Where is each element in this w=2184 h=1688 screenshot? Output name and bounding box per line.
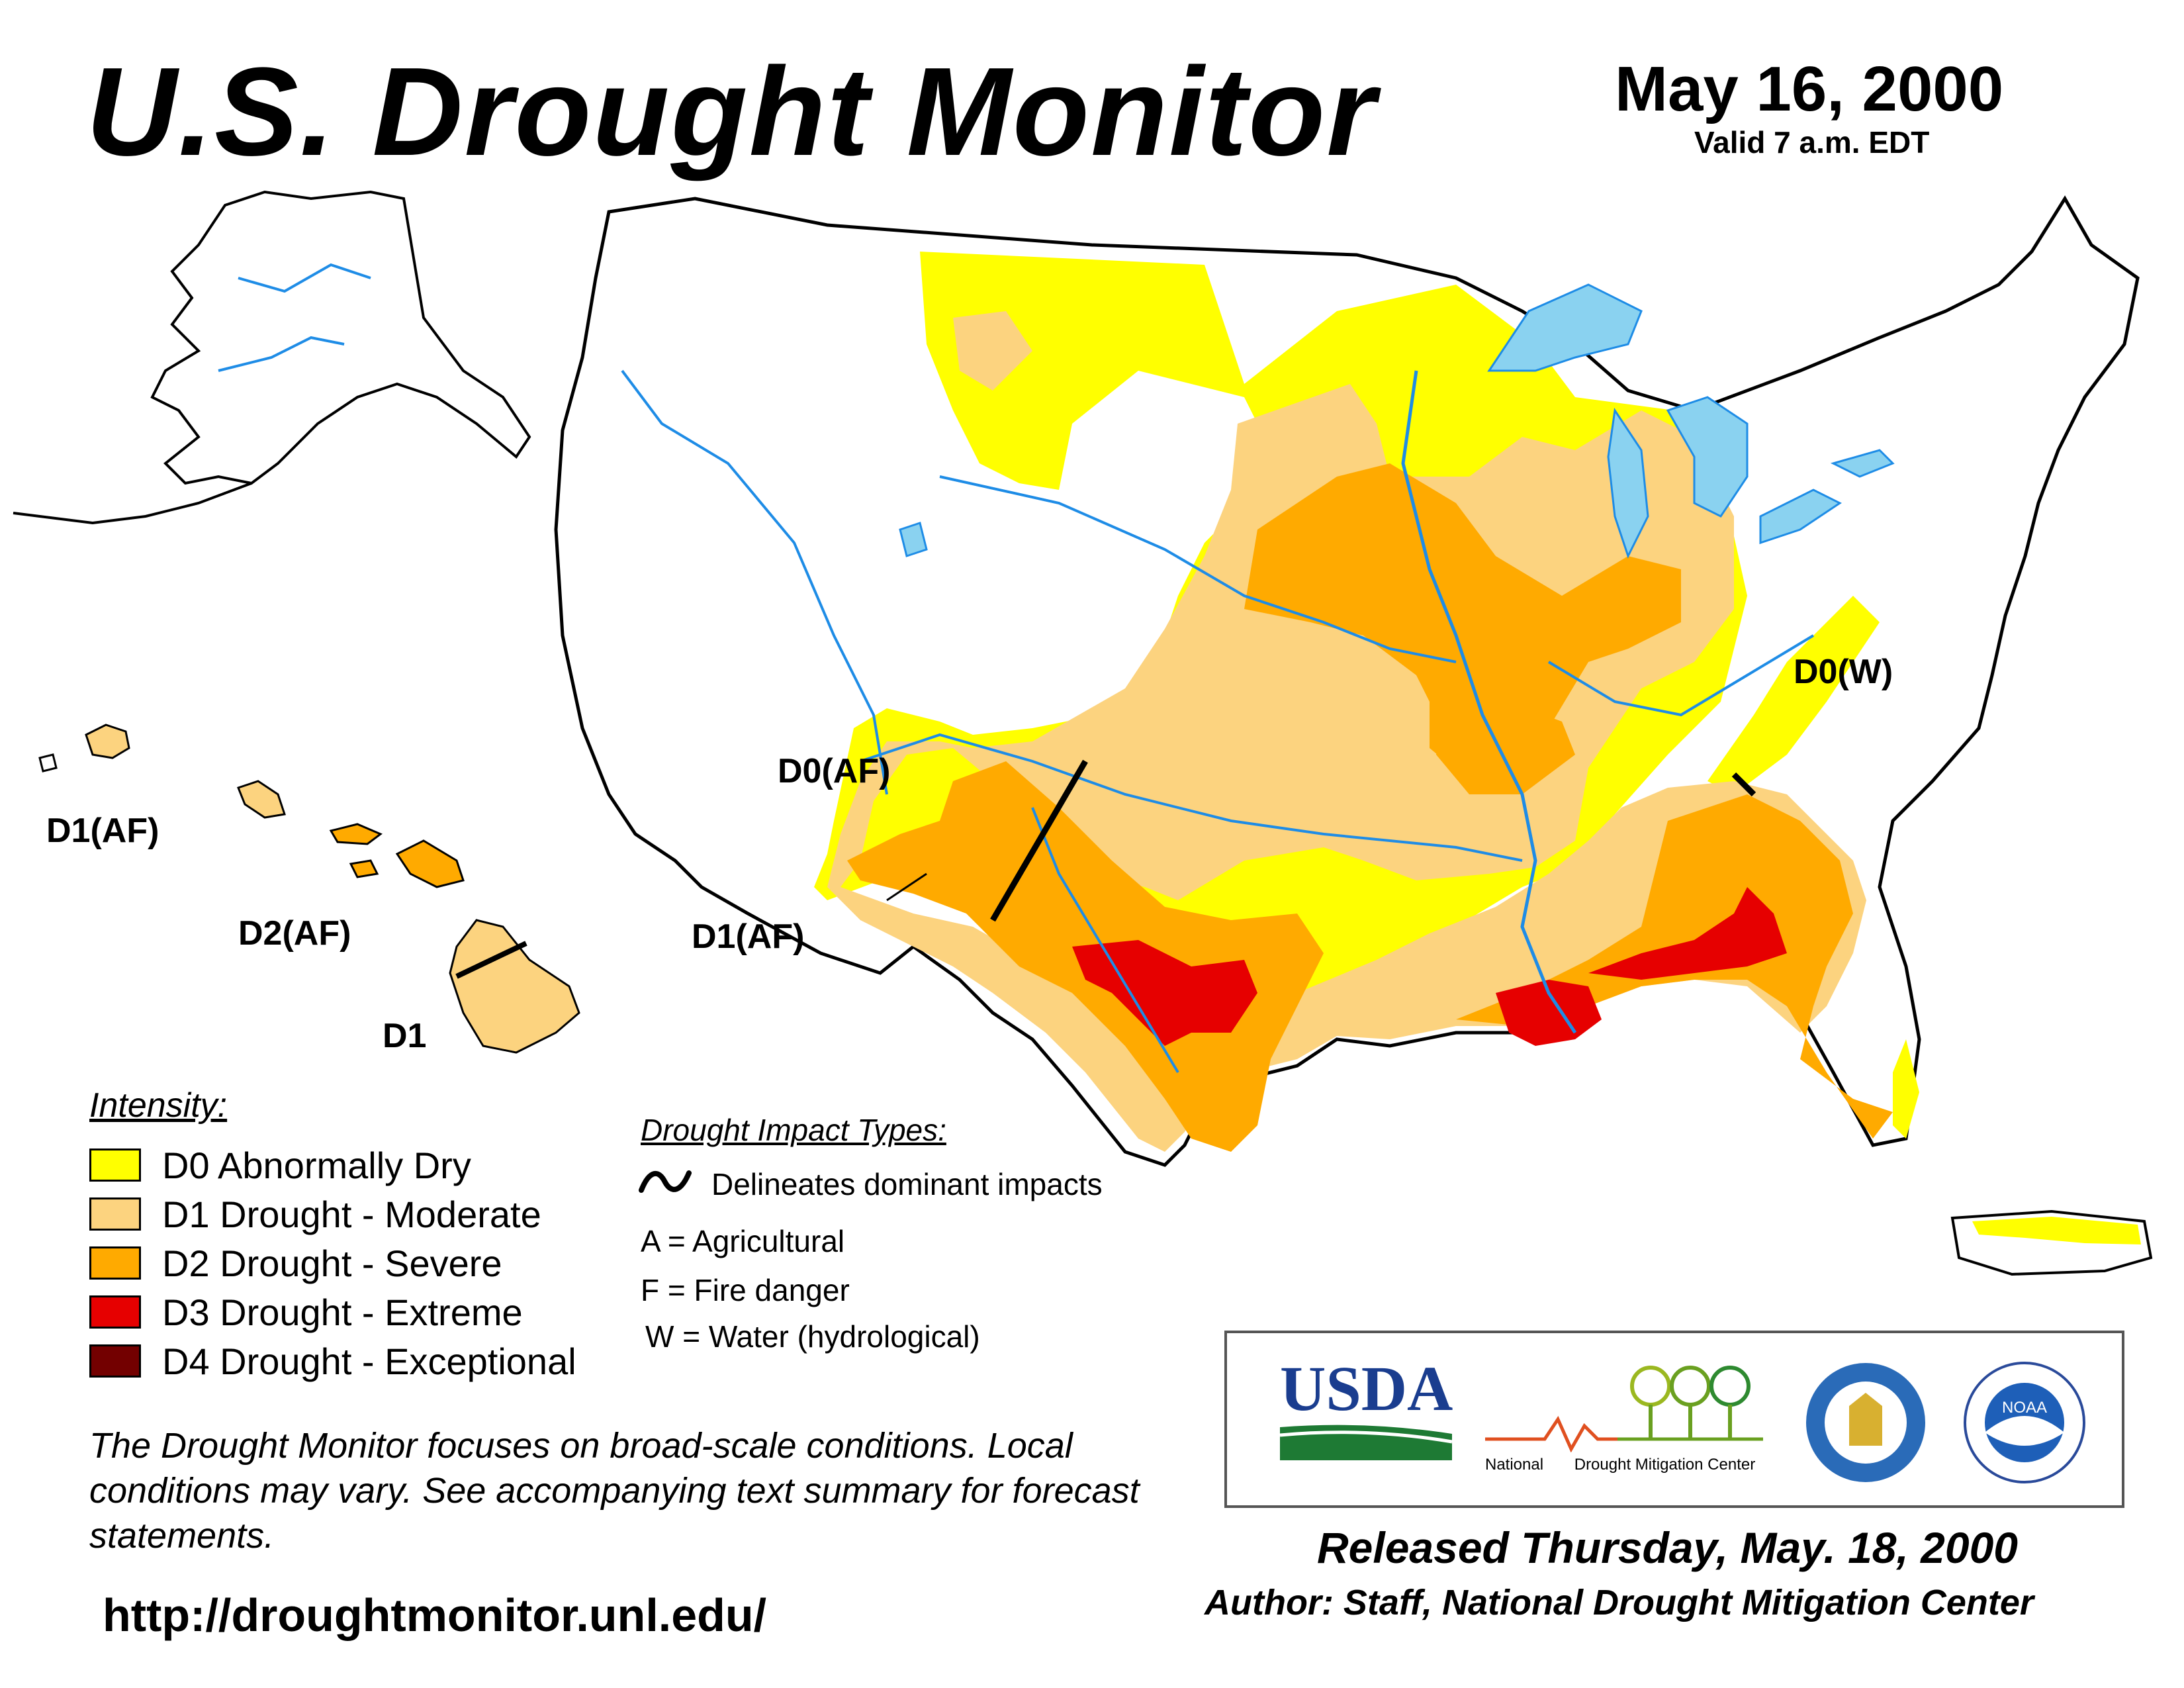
label-southwest-d0af: D0(AF) [778,752,891,790]
label-hawaii-d2af: D2(AF) [238,914,351,953]
legend-label: D2 Drought - Severe [162,1242,502,1284]
usda-field-icon [1280,1425,1452,1460]
ndmc-label-a: National [1485,1456,1544,1474]
alaska [13,190,531,525]
impact-water: W = Water (hydrological) [645,1319,980,1354]
website-url[interactable]: http://droughtmonitor.unl.edu/ [103,1589,767,1641]
hawaii [38,724,580,1054]
puerto-rico [1950,1209,2153,1276]
legend-swatch [89,1197,141,1231]
impact-types-title: Drought Impact Types: [641,1113,946,1147]
impact-line-icon [639,1170,692,1193]
sponsor-logos: USDA National Drought Mitigation Center … [1224,1331,2124,1508]
disclaimer: The Drought Monitor focuses on broad-sca… [89,1426,1140,1556]
ndmc-logo: National Drought Mitigation Center [1485,1360,1770,1492]
legend-swatch [89,1344,141,1378]
legend-label: D0 Abnormally Dry [162,1144,471,1186]
impact-delineates: Delineates dominant impacts [711,1167,1103,1201]
label-southwest-d1af: D1(AF) [692,917,805,956]
noaa-logo: NOAA [1964,1362,2085,1483]
legend-swatch [89,1295,141,1329]
legend-item-d0: D0 Abnormally Dry [89,1144,471,1186]
commerce-seal-icon [1806,1363,1925,1482]
legend-item-d3: D3 Drought - Extreme [89,1291,523,1333]
released-date: Released Thursday, May. 18, 2000 [1317,1523,2018,1572]
ndmc-trees-icon [1485,1366,1763,1453]
usda-logo: USDA [1280,1357,1453,1460]
ndmc-label-b: Drought Mitigation Center [1574,1456,1756,1474]
noaa-label: NOAA [2002,1399,2047,1417]
impact-fire: F = Fire danger [641,1273,850,1307]
label-hawaii-d1af: D1(AF) [46,812,159,850]
legend-item-d4: D4 Drought - Exceptional [89,1340,576,1382]
label-hawaii-d1: D1 [383,1017,427,1055]
label-appalachia-d0w: D0(W) [1794,653,1893,691]
map-title: U.S. Drought Monitor [86,42,1377,182]
legend-item-d2: D2 Drought - Severe [89,1242,502,1284]
valid-time: Valid 7 a.m. EDT [1694,125,1930,160]
author: Author: Staff, National Drought Mitigati… [1205,1583,2034,1622]
legend-item-d1: D1 Drought - Moderate [89,1193,541,1235]
impact-agricultural: A = Agricultural [641,1224,845,1258]
map-date: May 16, 2000 [1615,54,2004,124]
legend-swatch [89,1149,141,1182]
conus [554,195,2140,1167]
legend-label: D4 Drought - Exceptional [162,1340,576,1382]
legend-label: D1 Drought - Moderate [162,1193,541,1235]
legend-swatch [89,1246,141,1280]
legend-title: Intensity: [89,1086,228,1125]
legend-label: D3 Drought - Extreme [162,1291,523,1333]
